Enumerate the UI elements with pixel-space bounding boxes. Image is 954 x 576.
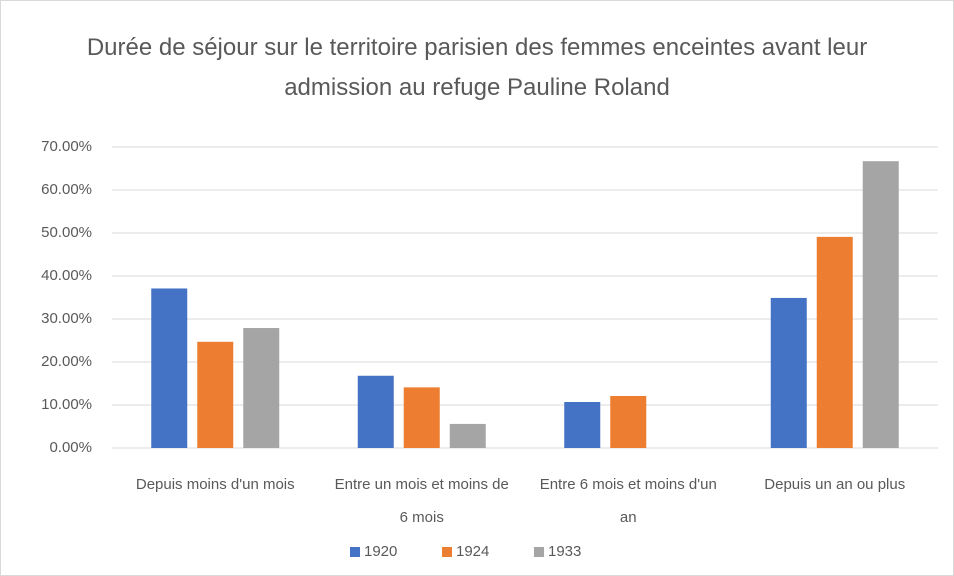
y-tick-label: 40.00% bbox=[41, 267, 92, 284]
y-tick-label: 30.00% bbox=[41, 310, 92, 327]
bar bbox=[197, 341, 234, 448]
legend-label: 1933 bbox=[548, 543, 581, 560]
bar bbox=[770, 297, 807, 448]
bar bbox=[610, 395, 647, 448]
bar bbox=[564, 401, 601, 448]
bar bbox=[862, 161, 899, 448]
x-tick-label: Entre un mois et moins de 6 mois bbox=[334, 476, 509, 526]
y-tick-label: 0.00% bbox=[49, 439, 92, 456]
y-tick-label: 60.00% bbox=[41, 181, 92, 198]
x-tick-label: Entre 6 mois et moins d'un an bbox=[539, 476, 717, 526]
y-tick-label: 20.00% bbox=[41, 353, 92, 370]
x-tick-label-box: Depuis moins d'un mois bbox=[135, 476, 295, 493]
chart-title: Durée de séjour sur le territoire parisi… bbox=[86, 34, 868, 101]
x-tick-label: Depuis moins d'un mois bbox=[135, 476, 295, 493]
y-tick-label: 50.00% bbox=[41, 224, 92, 241]
bar bbox=[816, 236, 853, 448]
y-tick-label: 70.00% bbox=[41, 138, 92, 155]
legend-swatch bbox=[350, 547, 360, 557]
bar bbox=[243, 328, 280, 448]
bar bbox=[449, 423, 486, 448]
x-tick-label-box: Entre un mois et moins de 6 mois bbox=[334, 476, 509, 526]
x-tick-label-box: Depuis un an ou plus bbox=[764, 476, 906, 493]
x-tick-label: Depuis un an ou plus bbox=[764, 476, 906, 493]
bar bbox=[151, 288, 188, 448]
x-tick-label-box: Entre 6 mois et moins d'un an bbox=[539, 476, 717, 526]
bar bbox=[357, 375, 394, 448]
legend-swatch bbox=[534, 547, 544, 557]
legend-label: 1920 bbox=[364, 543, 397, 560]
y-tick-label: 10.00% bbox=[41, 396, 92, 413]
title-box: Durée de séjour sur le territoire parisi… bbox=[86, 34, 868, 101]
legend-label: 1924 bbox=[456, 543, 489, 560]
legend-swatch bbox=[442, 547, 452, 557]
bar bbox=[403, 387, 440, 448]
